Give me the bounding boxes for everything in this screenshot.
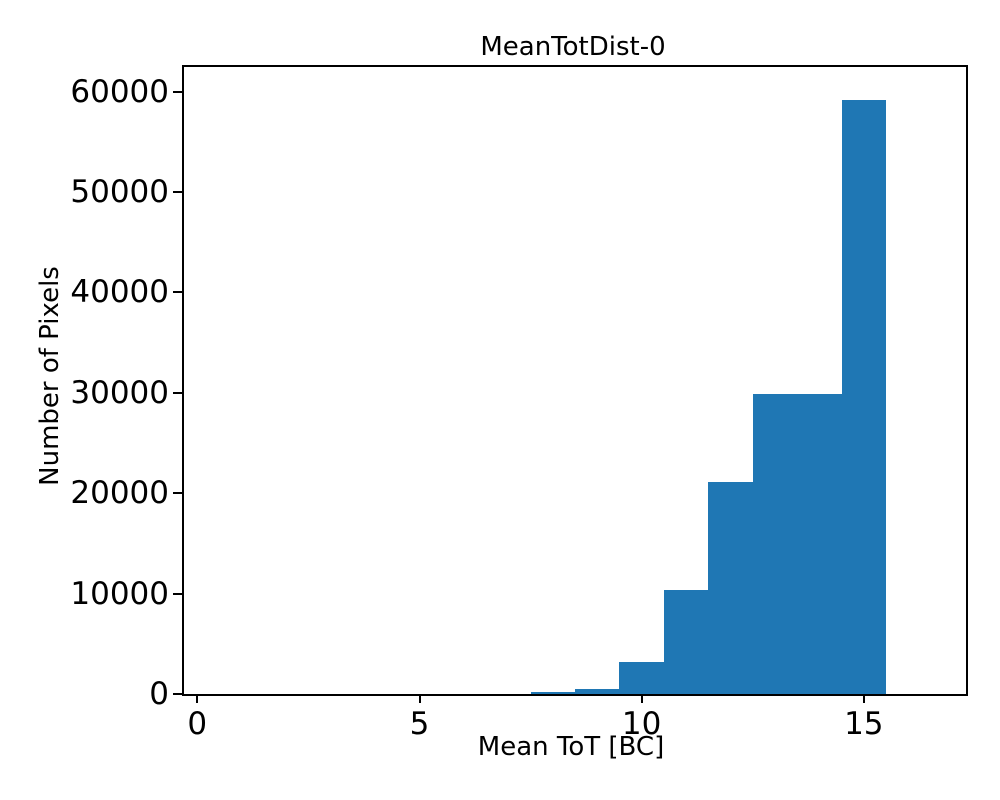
plot-area: 0 5 10 15 0 10000 20000 30000 40000 50000 60000: [70, 65, 968, 741]
y-tick-label: 50000: [70, 174, 169, 210]
y-tick-label: 10000: [70, 575, 169, 612]
chart-title: MeanTotDist-0: [480, 32, 666, 62]
y-tick-label: 60000: [70, 73, 169, 110]
y-tick-mark: [173, 90, 182, 93]
y-tick-label: 20000: [70, 475, 169, 512]
x-tick-label: 15: [844, 706, 884, 742]
y-tick-mark: [173, 291, 182, 294]
histogram-bar: [575, 688, 620, 694]
y-tick-mark: [173, 492, 182, 495]
y-tick-mark: [173, 391, 182, 394]
x-tick-mark: [196, 694, 199, 703]
x-tick-label: 0: [187, 706, 208, 742]
histogram-bar: [530, 692, 575, 694]
histogram-bar: [841, 99, 886, 694]
histogram-bar: [752, 394, 798, 694]
y-axis-label: Number of Pixels: [35, 266, 65, 486]
histogram-bar: [797, 394, 842, 694]
y-tick-label: 40000: [70, 274, 169, 311]
x-tick-label: 10: [621, 706, 662, 742]
y-tick-mark: [173, 191, 182, 193]
y-tick-label: 0: [149, 676, 169, 712]
y-tick-mark: [173, 592, 182, 595]
histogram-bar: [663, 589, 709, 694]
y-tick-label: 30000: [70, 374, 169, 411]
x-tick-mark: [640, 694, 643, 703]
x-tick-mark: [862, 694, 865, 703]
histogram-bar: [619, 662, 664, 694]
x-tick-label: 5: [409, 706, 430, 742]
x-tick-mark: [418, 694, 421, 703]
histogram-bar: [708, 482, 753, 694]
x-axis-label: Mean ToT [BC]: [477, 732, 665, 762]
y-tick-mark: [173, 693, 182, 695]
